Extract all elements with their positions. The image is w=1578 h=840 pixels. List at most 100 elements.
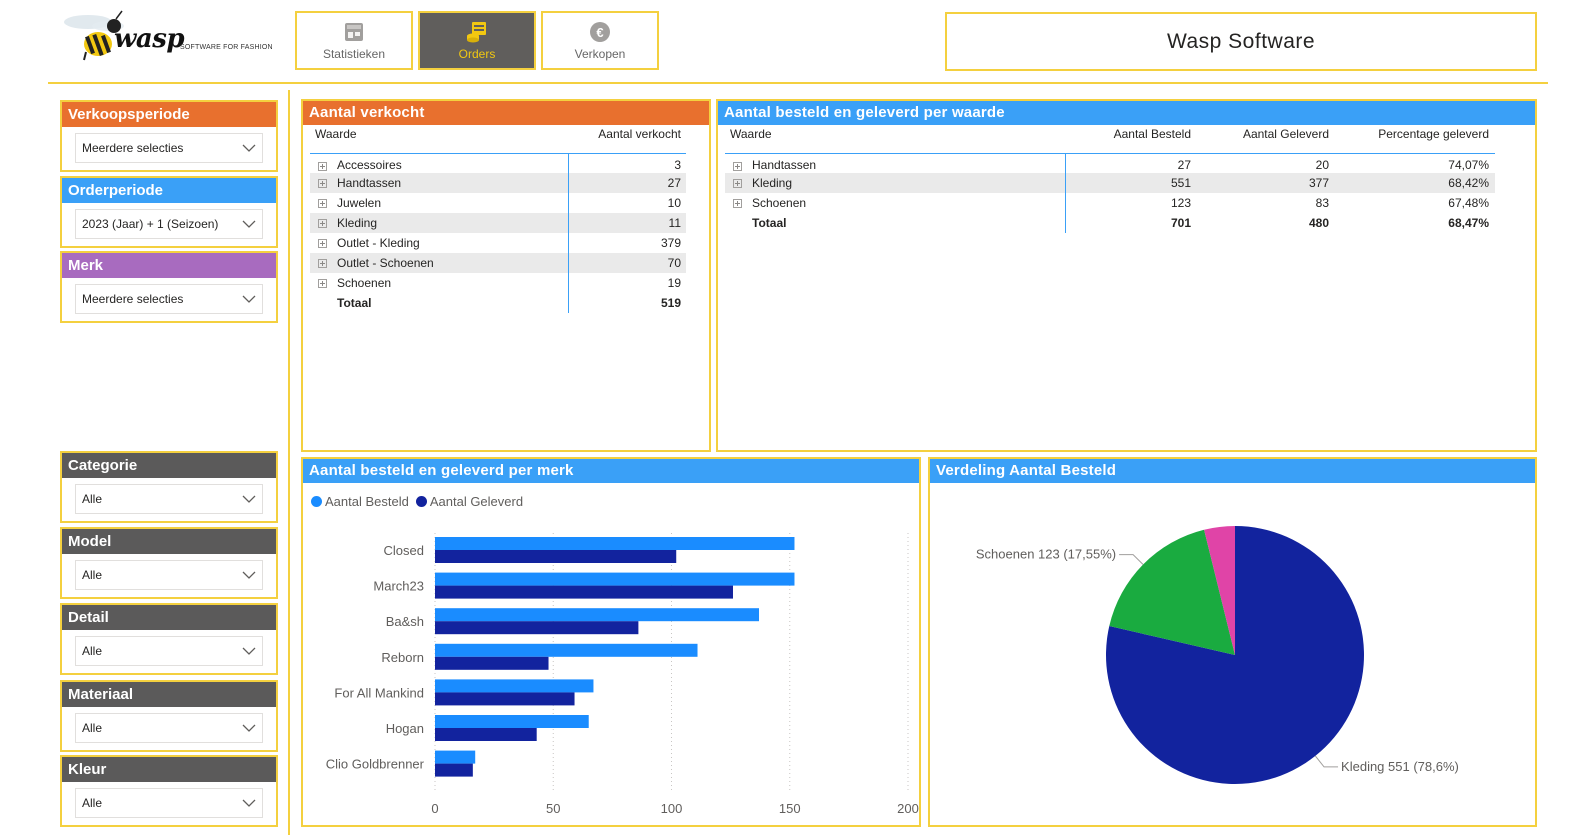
slicer-dropdown[interactable]: Alle	[75, 484, 263, 514]
leader-line	[1119, 554, 1144, 565]
row-label: Kleding	[337, 216, 378, 230]
slicer-value: Alle	[82, 721, 103, 735]
slicer-dropdown[interactable]: Alle	[75, 636, 263, 666]
data-label: Kleding 551 (78,6%)	[1341, 759, 1459, 774]
expand-icon[interactable]	[318, 279, 327, 289]
pie-slice-schoenen[interactable]	[1109, 529, 1235, 655]
slicer-dropdown[interactable]: Alle	[75, 713, 263, 743]
slicer-dropdown[interactable]: Alle	[75, 560, 263, 590]
pie-chart: Kleding 551 (78,6%) Schoenen 123 (17,55%)	[976, 526, 1459, 784]
table-row[interactable]: Schoenen 123 83 67,48%	[725, 193, 1495, 213]
total-label: Totaal	[310, 293, 569, 313]
bar-geleverd[interactable]	[435, 763, 473, 777]
expand-icon[interactable]	[733, 161, 742, 171]
category-label: Reborn	[381, 650, 424, 665]
slicer-detail: Detail Alle	[60, 603, 278, 675]
table-row[interactable]: Handtassen 27	[310, 173, 686, 193]
slicer-merk: Merk Meerdere selecties	[60, 251, 278, 323]
bar-besteld[interactable]	[435, 750, 476, 764]
slicer-dropdown[interactable]: 2023 (Jaar) + 1 (Seizoen)	[75, 209, 263, 239]
row-besteld: 27	[1177, 158, 1191, 173]
table-row[interactable]: Accessoires 3	[310, 153, 686, 173]
bar-geleverd[interactable]	[435, 621, 639, 635]
bar-besteld[interactable]	[435, 537, 795, 550]
besteld-waarde-panel: Aantal besteld en geleverd per waarde Wa…	[716, 99, 1537, 452]
category-label: For All Mankind	[334, 685, 424, 700]
slicer-dropdown[interactable]: Meerdere selecties	[75, 284, 263, 314]
col-header-aantal-geleverd[interactable]: Aantal Geleverd	[1242, 127, 1329, 141]
bar-chart-legend: Aantal Besteld Aantal Geleverd	[311, 494, 523, 509]
chevron-down-icon	[242, 141, 256, 155]
table-row[interactable]: Kleding 11	[310, 213, 686, 233]
x-tick-label: 200	[897, 801, 919, 816]
col-header-percentage-geleverd[interactable]: Percentage geleverd	[1378, 127, 1489, 141]
nav-orders-button[interactable]: Orders	[418, 11, 536, 70]
row-label-cell: Handtassen	[310, 173, 569, 193]
pie-slice-handtassen[interactable]	[1204, 526, 1235, 655]
category-label: March23	[373, 579, 424, 594]
row-geleverd: 20	[1315, 158, 1329, 173]
table-row[interactable]: Handtassen 27 20 74,07%	[725, 153, 1495, 173]
expand-icon[interactable]	[733, 179, 742, 189]
category-label: Clio Goldbrenner	[326, 757, 425, 772]
expand-icon[interactable]	[318, 219, 327, 229]
table-row[interactable]: Kleding 551 377 68,42%	[725, 173, 1495, 193]
nav-statistieken-button[interactable]: Statistieken	[295, 11, 413, 70]
bar-besteld[interactable]	[435, 715, 589, 728]
slicer-title: Kleur	[62, 757, 276, 782]
slicer-kleur: Kleur Alle	[60, 755, 278, 827]
bar-geleverd[interactable]	[435, 692, 575, 706]
table-row[interactable]: Outlet - Kleding 379	[310, 233, 686, 253]
col-header-aantal-verkocht[interactable]: Aantal verkocht	[598, 127, 681, 141]
slicer-title: Detail	[62, 605, 276, 630]
slicer-dropdown[interactable]: Meerdere selecties	[75, 133, 263, 163]
besteld-waarde-title: Aantal besteld en geleverd per waarde	[718, 101, 1535, 125]
row-label: Outlet - Kleding	[337, 236, 420, 250]
expand-icon[interactable]	[318, 199, 327, 209]
wasp-logo-icon	[64, 10, 124, 61]
expand-icon[interactable]	[318, 161, 327, 171]
row-label: Schoenen	[337, 276, 392, 290]
table-row[interactable]: Schoenen 19	[310, 273, 686, 293]
slicer-value: 2023 (Jaar) + 1 (Seizoen)	[82, 217, 219, 231]
expand-icon[interactable]	[733, 199, 742, 209]
chevron-down-icon	[242, 644, 256, 658]
row-percentage: 67,48%	[1448, 196, 1489, 210]
bar-geleverd[interactable]	[435, 550, 677, 563]
table-row[interactable]: Outlet - Schoenen 70	[310, 253, 686, 273]
bar-besteld[interactable]	[435, 643, 698, 657]
bar-besteld[interactable]	[435, 608, 760, 622]
bar-chart-title: Aantal besteld en geleverd per merk	[303, 459, 919, 483]
bar-geleverd[interactable]	[435, 728, 537, 741]
col-header-aantal-besteld[interactable]: Aantal Besteld	[1113, 127, 1191, 141]
expand-icon[interactable]	[318, 259, 327, 269]
table-row[interactable]: Juwelen 10	[310, 193, 686, 213]
slicer-dropdown[interactable]: Alle	[75, 788, 263, 818]
row-value: 27	[568, 173, 686, 193]
col-header-waarde[interactable]: Waarde	[315, 127, 357, 141]
header-divider	[48, 82, 1548, 84]
bar-chart: 0 50 100 150 200 Closed March23 Ba&sh Reborn For …	[326, 533, 919, 816]
category-label: Closed	[384, 543, 424, 558]
legend-label-besteld: Aantal Besteld	[325, 494, 409, 509]
bar-geleverd[interactable]	[435, 585, 733, 599]
expand-icon[interactable]	[318, 179, 327, 189]
besteld-waarde-table: Waarde Aantal Besteld Aantal Geleverd Pe…	[725, 127, 1495, 233]
expand-icon[interactable]	[318, 239, 327, 249]
row-geleverd: 377	[1191, 173, 1329, 193]
total-percentage: 68,47%	[1448, 216, 1489, 230]
wasp-logo: wasp SOFTWARE FOR FASHION	[58, 6, 273, 70]
bar-geleverd[interactable]	[435, 656, 549, 670]
pie-chart-panel: Verdeling Aantal Besteld Kleding 551 (78…	[928, 457, 1537, 827]
slicer-title: Materiaal	[62, 682, 276, 707]
col-header-waarde[interactable]: Waarde	[730, 127, 772, 141]
store-icon	[345, 22, 363, 41]
bar-besteld[interactable]	[435, 572, 795, 586]
bar-besteld[interactable]	[435, 679, 594, 693]
chevron-down-icon	[242, 292, 256, 306]
slicer-categorie: Categorie Alle	[60, 451, 278, 523]
nav-verkopen-button[interactable]: € Verkopen	[541, 11, 659, 70]
svg-text:€: €	[596, 25, 603, 40]
x-tick-label: 50	[546, 801, 560, 816]
total-value: 519	[660, 296, 681, 310]
